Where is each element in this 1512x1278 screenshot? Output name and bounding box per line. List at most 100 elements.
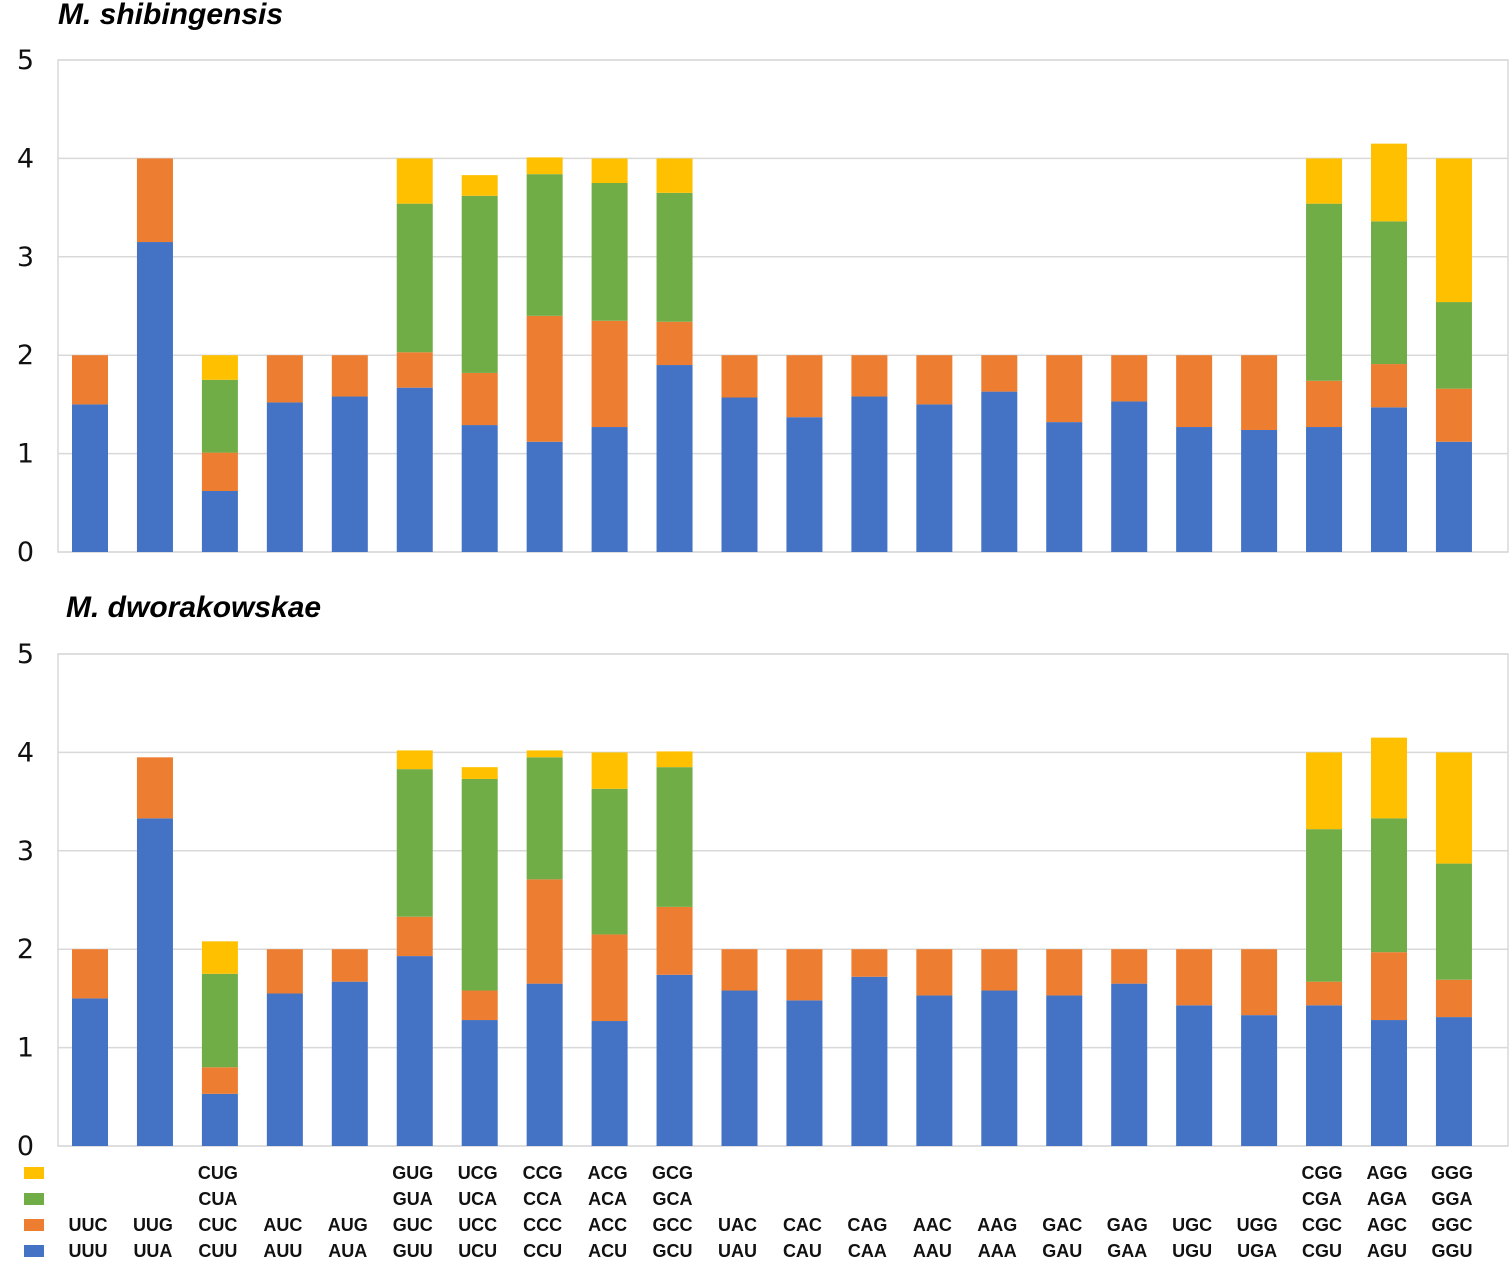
codon-label: CGC bbox=[1302, 1215, 1342, 1235]
codon-label: UGG bbox=[1237, 1215, 1278, 1235]
codon-label: AAC bbox=[913, 1215, 952, 1235]
bar-segment bbox=[721, 355, 758, 398]
codon-label: GAC bbox=[1042, 1215, 1082, 1235]
codon-label: CGA bbox=[1302, 1189, 1342, 1209]
codon-label: UCA bbox=[458, 1189, 497, 1209]
bar-segment bbox=[396, 352, 433, 388]
bar-segment bbox=[461, 1020, 498, 1146]
bar-segment bbox=[591, 427, 628, 552]
bar-segment bbox=[331, 355, 368, 397]
bar-segment bbox=[786, 355, 823, 418]
bar-segment bbox=[916, 949, 953, 996]
bar-segment bbox=[136, 242, 173, 553]
bar-segment bbox=[1306, 427, 1343, 552]
bar-segment bbox=[526, 983, 563, 1146]
codon-label: CCG bbox=[523, 1163, 563, 1183]
codon-label: CAU bbox=[783, 1241, 822, 1261]
bar-segment bbox=[981, 949, 1018, 991]
bar-segment bbox=[461, 175, 498, 196]
bar-segment bbox=[1371, 407, 1407, 552]
bar-segment bbox=[981, 355, 1018, 392]
bar-segment bbox=[786, 1000, 823, 1146]
bar-segment bbox=[591, 934, 628, 1022]
legend-swatch bbox=[24, 1193, 44, 1205]
codon-label: CCA bbox=[523, 1189, 562, 1209]
codon-label: UUG bbox=[133, 1215, 173, 1235]
bar-segment bbox=[851, 949, 888, 977]
codon-label: GCG bbox=[652, 1163, 693, 1183]
codon-label: GGC bbox=[1431, 1215, 1472, 1235]
codon-label: GCU bbox=[653, 1241, 693, 1261]
bar-segment bbox=[461, 778, 498, 991]
codon-label: UCG bbox=[458, 1163, 498, 1183]
codon-label: AUG bbox=[328, 1215, 368, 1235]
codon-label: UAU bbox=[718, 1241, 757, 1261]
bar-segment bbox=[1241, 429, 1278, 552]
bar-segment bbox=[786, 417, 823, 552]
bar-segment bbox=[1435, 388, 1472, 442]
bar-segment bbox=[331, 949, 368, 982]
bar-segment bbox=[331, 981, 368, 1146]
bar-segment bbox=[1435, 752, 1472, 864]
bar-segment bbox=[721, 949, 758, 991]
bar-segment bbox=[266, 993, 303, 1146]
bar-segment bbox=[396, 203, 433, 353]
bar-segment bbox=[1435, 1017, 1472, 1146]
bar-segment bbox=[1435, 979, 1472, 1018]
y-tick-label: 3 bbox=[17, 836, 34, 867]
codon-label: UUA bbox=[133, 1241, 172, 1261]
legend-swatch bbox=[24, 1245, 44, 1257]
codon-label: GUC bbox=[393, 1215, 433, 1235]
bar-segment bbox=[201, 973, 238, 1068]
codon-label: AAG bbox=[977, 1215, 1017, 1235]
bar-segment bbox=[1371, 364, 1407, 408]
codon-label: GUA bbox=[393, 1189, 433, 1209]
codon-label: UUC bbox=[69, 1215, 108, 1235]
bar-segment bbox=[201, 1093, 238, 1146]
bar-segment bbox=[656, 751, 693, 768]
bar-segment bbox=[591, 788, 628, 935]
y-tick-label: 0 bbox=[17, 537, 34, 568]
codon-label: CUU bbox=[198, 1241, 237, 1261]
bar-segment bbox=[1371, 1020, 1407, 1146]
y-tick-label: 0 bbox=[17, 1131, 34, 1162]
bar-segment bbox=[526, 174, 563, 316]
bar-segment bbox=[201, 941, 238, 974]
codon-label: CGU bbox=[1302, 1241, 1342, 1261]
bar-segment bbox=[656, 321, 693, 366]
bar-segment bbox=[1371, 737, 1407, 819]
codon-label: CAG bbox=[847, 1215, 887, 1235]
bar-segment bbox=[136, 158, 173, 243]
bar-segment bbox=[656, 365, 693, 552]
codon-label: ACU bbox=[588, 1241, 627, 1261]
codon-label: ACA bbox=[588, 1189, 627, 1209]
codon-label: GAA bbox=[1107, 1241, 1147, 1261]
bar-segment bbox=[786, 949, 823, 1001]
legend-swatch bbox=[24, 1167, 44, 1179]
bar-segment bbox=[656, 158, 693, 193]
codon-label: ACG bbox=[588, 1163, 628, 1183]
bar-segment bbox=[981, 990, 1018, 1146]
bar-segment bbox=[656, 767, 693, 907]
legend-swatch bbox=[24, 1219, 44, 1231]
bar-segment bbox=[1371, 143, 1407, 222]
bar-segment bbox=[1306, 829, 1343, 982]
bar-segment bbox=[1435, 441, 1472, 552]
bar-segment bbox=[656, 192, 693, 322]
bar-segment bbox=[1111, 983, 1148, 1146]
y-tick-label: 2 bbox=[17, 934, 34, 965]
bar-segment bbox=[851, 976, 888, 1146]
bar-segment bbox=[591, 183, 628, 321]
bar-segment bbox=[1306, 158, 1343, 204]
bar-segment bbox=[1046, 355, 1083, 423]
codon-label: GCA bbox=[653, 1189, 693, 1209]
codon-label: UCC bbox=[458, 1215, 497, 1235]
bar-segment bbox=[1111, 949, 1148, 984]
bar-segment bbox=[1176, 1005, 1213, 1146]
bar-segment bbox=[266, 949, 303, 994]
bar-segment bbox=[72, 404, 108, 552]
codon-label: UCU bbox=[458, 1241, 497, 1261]
bar-segment bbox=[201, 355, 238, 380]
chart-panel-dworakowskae: M. dworakowskae 0 1 2 3 4 5 bbox=[17, 591, 1509, 1162]
